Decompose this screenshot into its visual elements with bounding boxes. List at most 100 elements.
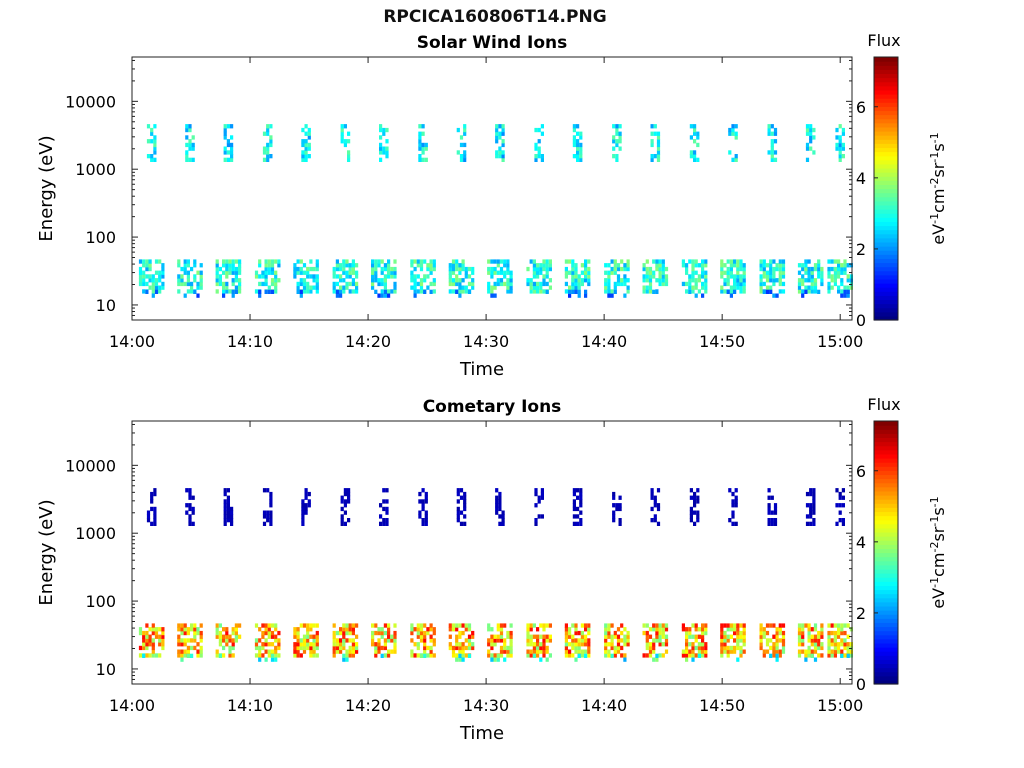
flux-bin bbox=[145, 289, 149, 294]
flux-bin bbox=[264, 289, 268, 294]
flux-bin bbox=[689, 518, 693, 523]
flux-bin bbox=[254, 653, 259, 658]
flux-bin bbox=[723, 638, 727, 643]
flux-bin bbox=[843, 285, 847, 290]
flux-bin bbox=[726, 270, 730, 275]
flux-bin bbox=[736, 627, 740, 632]
flux-bin bbox=[332, 645, 336, 651]
flux-bin bbox=[222, 289, 226, 294]
flux-bin bbox=[804, 259, 808, 264]
colorbar-swatch bbox=[874, 233, 898, 239]
colorbar-swatch bbox=[874, 311, 898, 317]
flux-bin bbox=[343, 521, 347, 526]
flux-bin bbox=[501, 127, 505, 133]
colorbar-swatch bbox=[874, 503, 898, 508]
flux-bin bbox=[463, 124, 467, 129]
flux-bin bbox=[261, 281, 265, 287]
flux-bin bbox=[380, 630, 384, 636]
flux-bin bbox=[463, 491, 467, 497]
flux-bin bbox=[351, 289, 355, 294]
flux-bin bbox=[461, 266, 465, 272]
flux-bin bbox=[773, 139, 778, 144]
flux-bin bbox=[299, 645, 303, 651]
flux-bin bbox=[471, 285, 475, 290]
flux-bin bbox=[812, 499, 816, 504]
flux-bin bbox=[564, 642, 568, 647]
flux-bin bbox=[548, 263, 552, 268]
flux-bin bbox=[809, 146, 813, 151]
flux-bin bbox=[467, 266, 472, 272]
flux-bin bbox=[765, 285, 770, 290]
flux-bin bbox=[689, 124, 693, 129]
flux-bin bbox=[228, 289, 232, 294]
flux-bin bbox=[161, 274, 165, 279]
flux-bin bbox=[347, 491, 351, 497]
flux-bin bbox=[432, 289, 436, 294]
flux-bin bbox=[418, 491, 422, 497]
colorbar-swatch bbox=[874, 81, 898, 87]
flux-bin bbox=[191, 495, 195, 500]
flux-bin bbox=[652, 623, 656, 628]
colorbar-swatch bbox=[874, 437, 898, 443]
flux-bin bbox=[461, 623, 465, 628]
flux-bin bbox=[196, 649, 200, 654]
flux-bin bbox=[266, 157, 270, 162]
flux-bin bbox=[781, 274, 786, 279]
flux-bin bbox=[383, 289, 387, 294]
flux-bin bbox=[540, 154, 544, 159]
flux-bin bbox=[348, 281, 352, 287]
flux-bin bbox=[532, 645, 536, 651]
flux-bin bbox=[458, 281, 462, 287]
flux-bin bbox=[304, 491, 308, 497]
flux-bin bbox=[267, 634, 271, 639]
flux-bin bbox=[225, 270, 229, 275]
flux-bin bbox=[658, 263, 662, 268]
flux-bin bbox=[374, 645, 378, 651]
flux-bin bbox=[691, 623, 695, 628]
flux-bin bbox=[307, 499, 311, 504]
flux-bin bbox=[254, 274, 259, 279]
flux-bin bbox=[266, 146, 270, 151]
flux-bin bbox=[810, 266, 814, 272]
flux-bin bbox=[274, 653, 278, 658]
flux-bin bbox=[258, 657, 262, 662]
flux-bin bbox=[613, 630, 617, 636]
flux-bin bbox=[509, 281, 513, 287]
flux-bin bbox=[150, 521, 154, 526]
flux-bin bbox=[697, 263, 701, 268]
flux-bin bbox=[604, 642, 608, 647]
flux-bin bbox=[355, 289, 359, 294]
flux-bin bbox=[267, 259, 271, 264]
flux-bin bbox=[379, 503, 383, 508]
flux-bin bbox=[451, 645, 456, 651]
flux-bin bbox=[572, 142, 576, 148]
flux-bin bbox=[154, 270, 159, 275]
flux-bin bbox=[645, 630, 649, 636]
flux-bin bbox=[145, 634, 149, 639]
flux-bin bbox=[843, 289, 847, 294]
flux-bin bbox=[487, 627, 491, 632]
flux-bin bbox=[691, 653, 695, 658]
colorbar-swatch bbox=[874, 122, 898, 128]
colorbar-swatch bbox=[874, 221, 898, 227]
flux-bin bbox=[455, 627, 459, 632]
flux-bin bbox=[228, 649, 232, 654]
flux-bin bbox=[345, 285, 349, 290]
flux-bin bbox=[526, 634, 530, 639]
flux-bin bbox=[542, 289, 546, 294]
flux-bin bbox=[432, 278, 436, 283]
flux-bin bbox=[153, 506, 157, 512]
flux-bin bbox=[545, 289, 549, 294]
flux-bin bbox=[809, 514, 813, 519]
flux-bin bbox=[274, 627, 278, 632]
flux-bin bbox=[618, 146, 622, 151]
flux-bin bbox=[701, 266, 705, 272]
flux-bin bbox=[347, 499, 351, 504]
flux-bin bbox=[421, 157, 425, 162]
flux-bin bbox=[138, 645, 143, 651]
flux-bin bbox=[579, 495, 583, 500]
flux-bin bbox=[571, 259, 575, 264]
flux-bin bbox=[185, 488, 189, 493]
flux-bin bbox=[355, 649, 359, 654]
flux-bin bbox=[332, 270, 336, 275]
